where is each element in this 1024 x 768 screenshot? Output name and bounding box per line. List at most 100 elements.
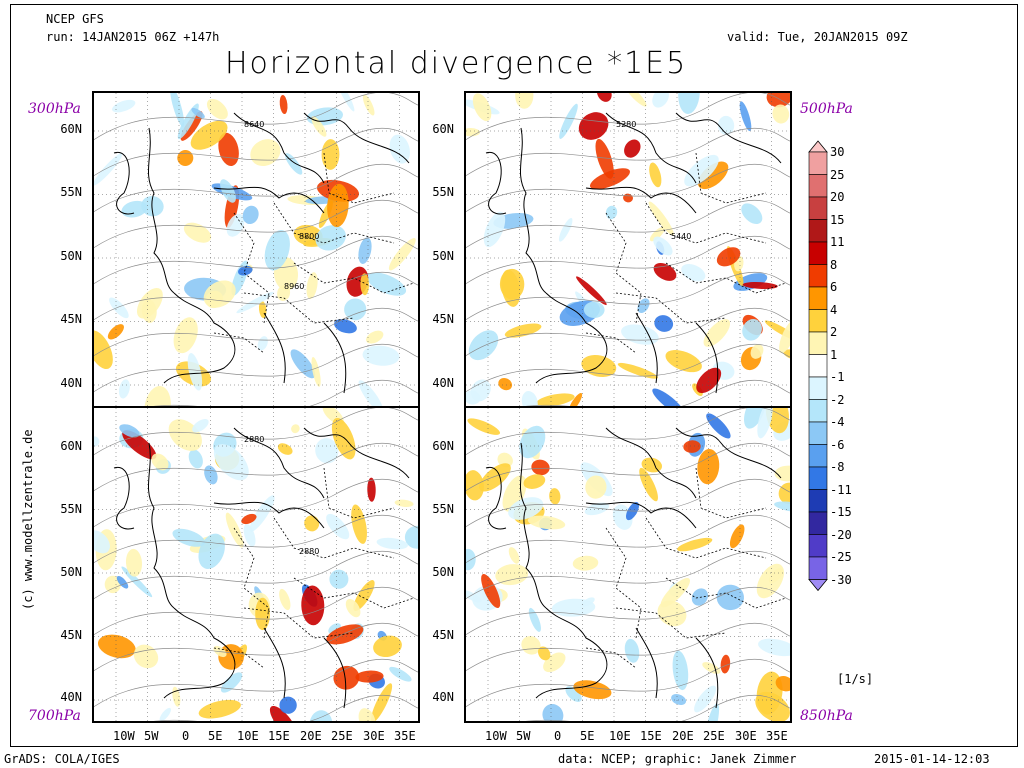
divergence-area: [779, 319, 790, 354]
coastline: [233, 112, 325, 184]
divergence-area: [584, 502, 610, 516]
divergence-area: [121, 566, 153, 598]
height-contour: [94, 199, 418, 249]
divergence-area: [528, 607, 541, 632]
divergence-area: [112, 99, 136, 113]
colorbar-swatch: [808, 556, 828, 580]
divergence-area: [198, 699, 241, 719]
divergence-area: [467, 418, 501, 435]
divergence-area: [353, 580, 375, 611]
divergence-area: [188, 449, 203, 469]
colorbar-swatch: [808, 331, 828, 355]
lat-label: 50N: [60, 249, 82, 263]
lon-label: 30E: [735, 729, 757, 743]
lon-label: 25E: [331, 729, 353, 743]
divergence-area: [717, 115, 735, 135]
divergence-area: [367, 477, 376, 502]
lat-label: 55N: [432, 185, 454, 199]
divergence-area: [624, 139, 641, 158]
divergence-area: [172, 686, 181, 707]
country-border: [293, 262, 415, 294]
colorbar-swatch: [808, 489, 828, 513]
divergence-area: [125, 548, 143, 577]
colorbar-tick-label: -15: [830, 505, 852, 519]
lat-label: 40N: [60, 690, 82, 704]
divergence-area: [775, 676, 790, 692]
coastline: [113, 466, 135, 530]
divergence-area: [783, 349, 790, 361]
divergence-area: [531, 459, 550, 476]
country-border: [615, 607, 727, 639]
divergence-area: [204, 465, 218, 485]
height-contour: [466, 199, 790, 249]
colorbar-swatch: [808, 534, 828, 558]
divergence-area: [358, 380, 384, 406]
divergence-area: [716, 584, 744, 611]
divergence-area: [672, 650, 689, 691]
colorbar-swatch: [808, 511, 828, 535]
divergence-area: [481, 573, 501, 609]
divergence-area: [515, 93, 534, 109]
divergence-area: [144, 386, 171, 406]
map-panel-700hpa: 2880 2880: [92, 406, 420, 723]
divergence-area: [504, 323, 542, 338]
divergence-area: [172, 528, 205, 547]
divergence-area: [373, 635, 402, 658]
divergence-area: [203, 280, 236, 308]
divergence-area: [578, 112, 609, 140]
lat-label: 50N: [432, 249, 454, 263]
divergence-area: [671, 694, 687, 705]
divergence-area: [772, 104, 790, 124]
divergence-area: [536, 393, 575, 406]
height-contour: [466, 93, 790, 141]
colorbar-arrow-bottom: [808, 579, 828, 592]
divergence-area: [257, 336, 268, 351]
lon-label: 30E: [363, 729, 385, 743]
divergence-area: [206, 98, 228, 120]
coastline: [303, 112, 410, 164]
divergence-area: [519, 425, 546, 459]
country-border: [273, 202, 395, 244]
divergence-area: [109, 297, 129, 319]
divergence-area: [121, 200, 148, 218]
divergence-area: [249, 495, 275, 532]
lat-label: 40N: [60, 376, 82, 390]
lat-label: 40N: [432, 376, 454, 390]
lon-label: 5W: [516, 729, 531, 743]
colorbar-tick-label: 15: [830, 212, 845, 227]
divergence-area: [466, 590, 482, 603]
divergence-area: [648, 201, 674, 236]
unit-label: [1/s]: [837, 672, 874, 686]
coastline: [605, 427, 697, 499]
divergence-area: [187, 353, 203, 391]
height-contour: [466, 271, 790, 321]
divergence-area: [279, 94, 288, 115]
divergence-area: [703, 319, 731, 347]
colorbar-swatch: [808, 151, 828, 175]
lat-label: 45N: [432, 628, 454, 642]
coastline: [113, 151, 135, 215]
divergence-area: [290, 349, 316, 379]
height-contour: [526, 694, 790, 721]
divergence-area: [311, 116, 327, 137]
colorbar-swatch: [808, 264, 828, 288]
divergence-area: [315, 225, 346, 251]
lon-label: 10E: [609, 729, 631, 743]
country-border: [273, 517, 395, 559]
divergence-area: [192, 418, 209, 433]
divergence-area: [242, 205, 259, 225]
contour-label: 8960: [284, 282, 304, 291]
divergence-area: [483, 211, 506, 248]
footer-grads: GrADS: COLA/IGES: [4, 752, 120, 766]
divergence-area: [94, 436, 100, 447]
divergence-area: [758, 638, 790, 657]
lon-label: 5W: [144, 729, 159, 743]
lon-label: 10W: [113, 729, 135, 743]
divergence-area: [159, 707, 171, 721]
coastline: [147, 127, 175, 294]
divergence-area: [623, 193, 633, 203]
divergence-area: [238, 265, 253, 276]
lon-label: 15E: [268, 729, 290, 743]
divergence-area: [521, 391, 538, 406]
divergence-area: [466, 470, 484, 501]
